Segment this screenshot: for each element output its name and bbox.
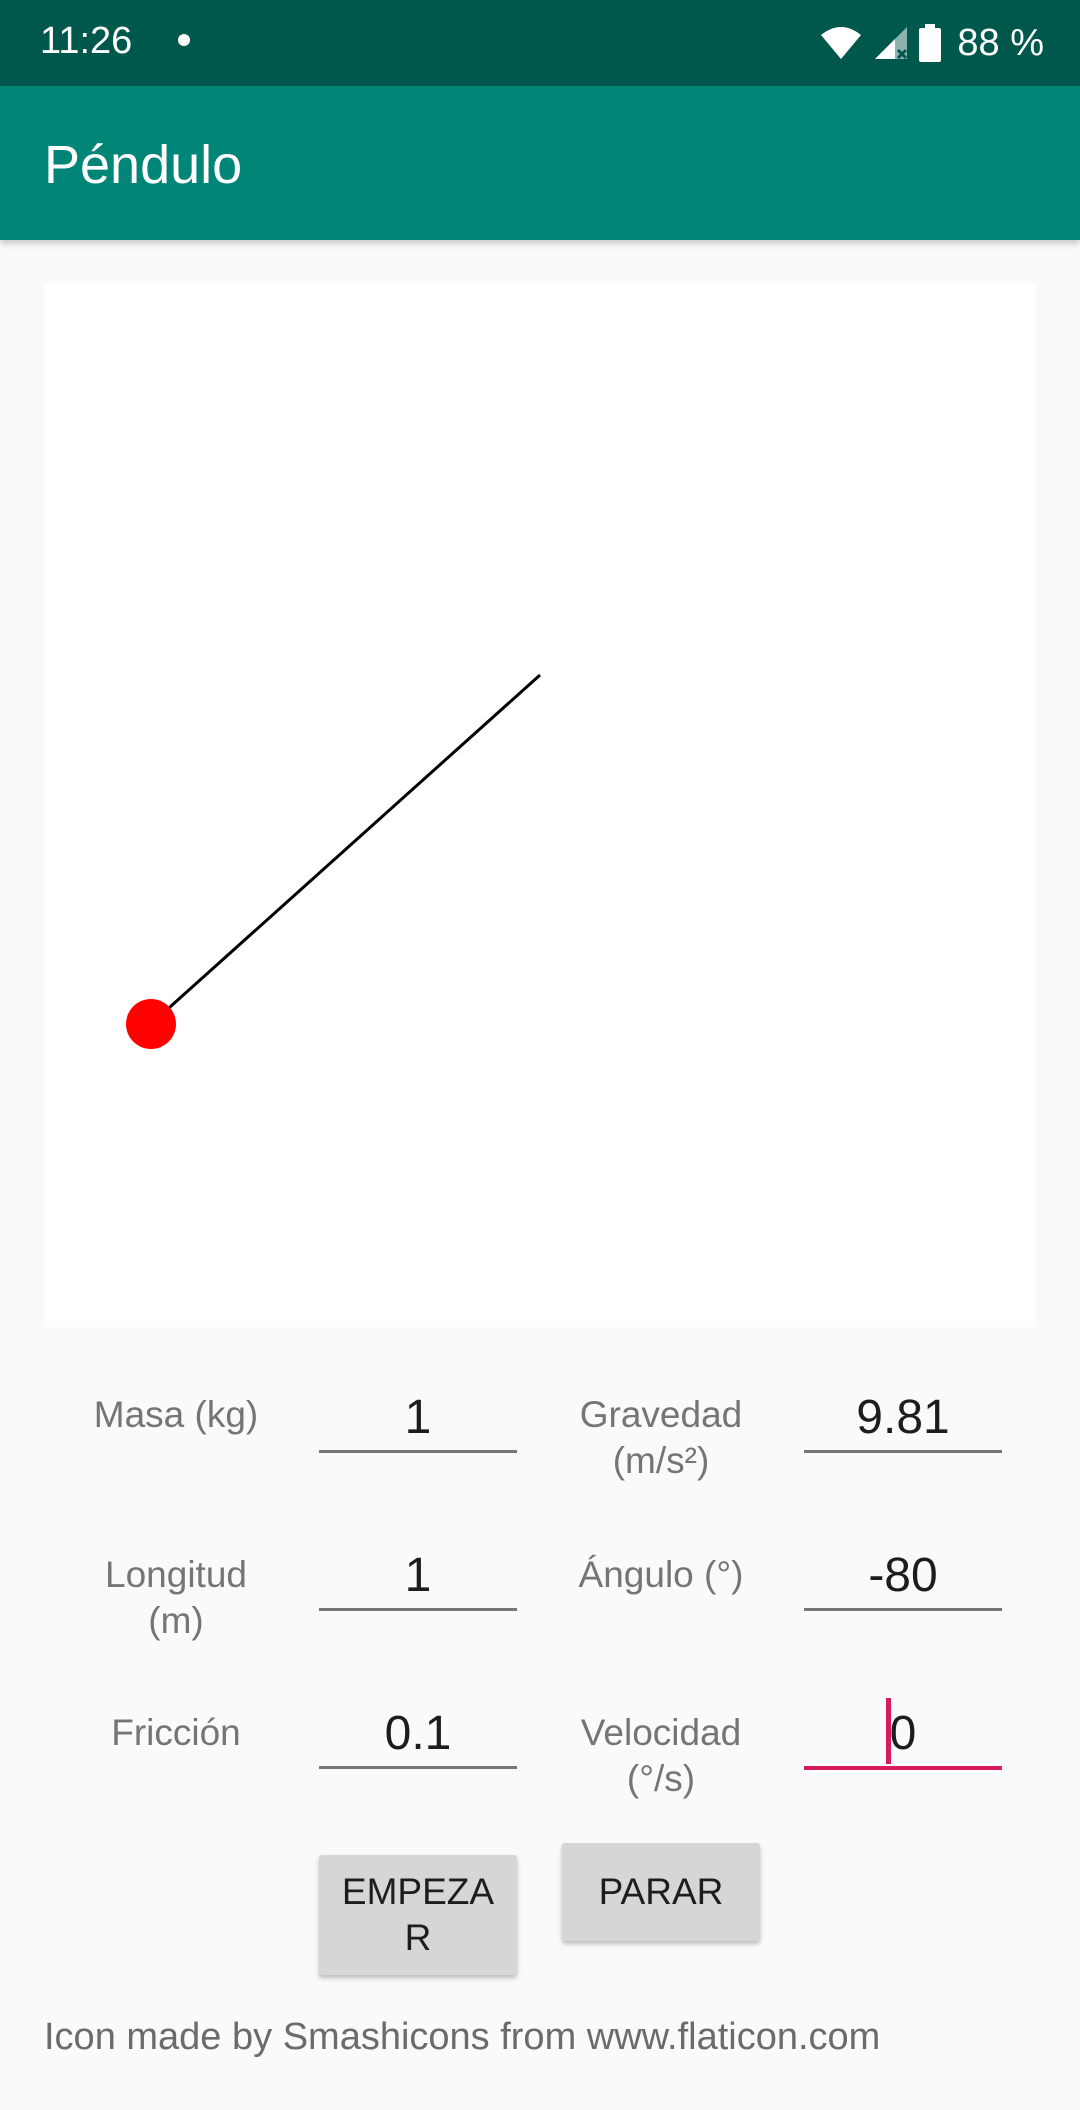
start-button-line2: R (404, 1917, 432, 1958)
wifi-icon (821, 27, 862, 59)
length-label-line1: Longitud (105, 1554, 247, 1595)
mass-field[interactable]: 1 (319, 1390, 517, 1453)
start-button-line1: EMPEZA (341, 1871, 495, 1912)
page-title: Péndulo (44, 135, 243, 195)
velocity-value: 0 (889, 1707, 917, 1760)
text-caret (886, 1698, 891, 1764)
velocity-label-line2: (°/s) (626, 1758, 696, 1799)
gravity-label-line2: (m/s²) (612, 1440, 710, 1481)
mass-label: Masa (kg) (93, 1394, 259, 1435)
stop-button[interactable]: PARAR (562, 1843, 760, 1941)
angle-label: Ángulo (°) (578, 1554, 744, 1595)
velocity-label-line1: Velocidad (580, 1712, 742, 1753)
length-label-line2: (m) (148, 1600, 204, 1641)
velocity-label: Velocidad (°/s) (551, 1710, 771, 1802)
gravity-label: Gravedad (m/s²) (551, 1392, 771, 1484)
friction-field[interactable]: 0.1 (319, 1706, 517, 1769)
start-button[interactable]: EMPEZA R (319, 1855, 517, 1975)
gravity-label-line1: Gravedad (579, 1394, 743, 1435)
friction-label: Fricción (111, 1712, 241, 1753)
status-icons: 88 % (819, 16, 1044, 70)
angle-field[interactable]: -80 (804, 1548, 1002, 1611)
length-label: Longitud (m) (66, 1552, 286, 1644)
gravity-field[interactable]: 9.81 (804, 1390, 1002, 1453)
pendulum-bob (126, 999, 176, 1049)
signal-no-data-icon (875, 27, 908, 60)
pendulum-canvas (44, 283, 1036, 1327)
status-time: 11:26 (40, 20, 133, 62)
battery-percent: 88 % (957, 21, 1044, 64)
status-bar: 11:26 88 % (0, 0, 1080, 86)
app-bar: Péndulo (0, 86, 1080, 240)
velocity-field[interactable]: 0 (804, 1698, 1002, 1770)
length-field[interactable]: 1 (319, 1548, 517, 1611)
notification-dot-icon (178, 34, 190, 46)
battery-icon (919, 24, 942, 62)
attribution-text: Icon made by Smashicons from www.flatico… (44, 2016, 881, 2058)
pendulum-rod (149, 673, 542, 1026)
